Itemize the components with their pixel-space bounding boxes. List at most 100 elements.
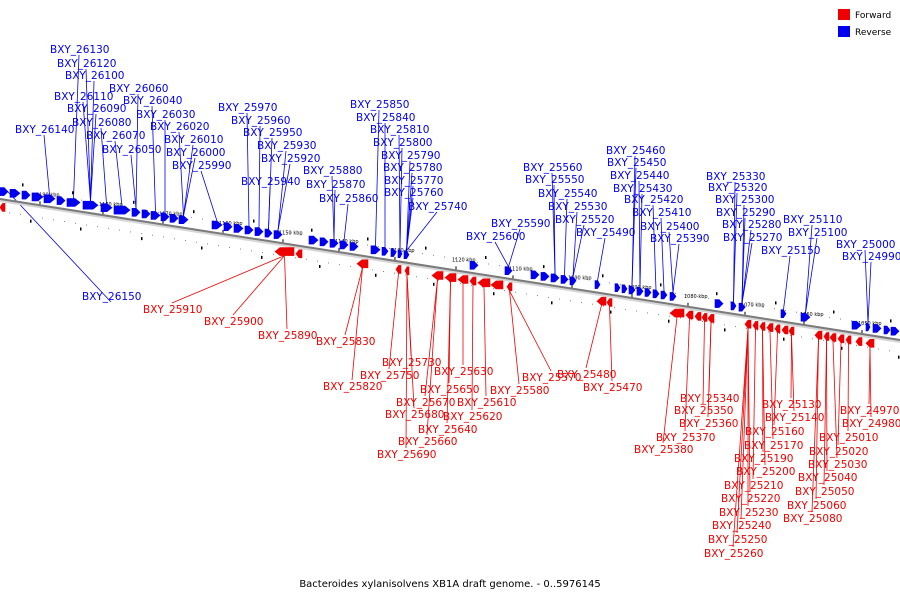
reverse-gene[interactable]: [308, 235, 319, 245]
reverse-gene-label[interactable]: BXY_25840: [356, 112, 415, 124]
reverse-gene[interactable]: [636, 286, 644, 296]
forward-gene-label[interactable]: BXY_25080: [783, 513, 842, 525]
reverse-gene-label[interactable]: BXY_26020: [150, 121, 209, 133]
reverse-gene[interactable]: [56, 196, 66, 205]
reverse-gene[interactable]: [113, 205, 131, 215]
reverse-gene[interactable]: [82, 200, 99, 210]
reverse-gene-label[interactable]: BXY_25790: [381, 150, 440, 162]
reverse-gene-label[interactable]: BXY_25410: [632, 207, 691, 219]
reverse-gene-label[interactable]: BXY_26000: [166, 147, 225, 159]
forward-gene-label[interactable]: BXY_25610: [457, 397, 516, 409]
reverse-gene-label[interactable]: BXY_26050: [102, 144, 161, 156]
reverse-gene[interactable]: [714, 299, 724, 308]
forward-gene-label[interactable]: BXY_25830: [316, 336, 375, 348]
forward-gene-label[interactable]: BXY_25730: [382, 357, 441, 369]
reverse-gene[interactable]: [865, 322, 871, 332]
reverse-gene-label[interactable]: BXY_26090: [67, 103, 126, 115]
reverse-gene[interactable]: [540, 272, 550, 281]
reverse-gene[interactable]: [223, 222, 233, 231]
reverse-gene[interactable]: [43, 194, 56, 204]
reverse-gene-label[interactable]: BXY_25440: [610, 170, 669, 182]
forward-gene-label[interactable]: BXY_25030: [808, 459, 867, 471]
reverse-gene-label[interactable]: BXY_25970: [218, 102, 277, 114]
forward-gene[interactable]: [694, 312, 702, 321]
forward-gene[interactable]: [431, 271, 444, 280]
forward-gene[interactable]: [606, 298, 613, 307]
reverse-gene[interactable]: [319, 237, 329, 247]
forward-gene-label[interactable]: BXY_25220: [721, 493, 780, 505]
forward-gene[interactable]: [701, 313, 708, 322]
reverse-gene[interactable]: [150, 211, 161, 220]
reverse-gene-label[interactable]: BXY_26080: [72, 117, 131, 129]
forward-gene[interactable]: [759, 322, 766, 331]
forward-gene-label[interactable]: BXY_25020: [809, 446, 868, 458]
reverse-gene[interactable]: [66, 198, 81, 207]
forward-gene[interactable]: [596, 296, 607, 306]
forward-gene[interactable]: [669, 308, 685, 318]
reverse-gene[interactable]: [160, 212, 170, 222]
reverse-gene-label[interactable]: BXY_25110: [783, 214, 842, 226]
reverse-gene-label[interactable]: BXY_25550: [525, 174, 584, 186]
reverse-gene-label[interactable]: BXY_25590: [491, 218, 550, 230]
reverse-gene-label[interactable]: BXY_25920: [261, 153, 320, 165]
forward-gene[interactable]: [490, 280, 504, 290]
reverse-gene[interactable]: [397, 249, 403, 259]
reverse-gene-label[interactable]: BXY_25420: [624, 194, 683, 206]
reverse-gene-label[interactable]: BXY_25460: [606, 145, 665, 157]
forward-gene-label[interactable]: BXY_25040: [798, 472, 857, 484]
forward-gene[interactable]: [469, 276, 477, 286]
reverse-gene-label[interactable]: BXY_25280: [722, 219, 781, 231]
forward-gene-label[interactable]: BXY_25140: [765, 412, 824, 424]
forward-gene-label[interactable]: BXY_25470: [583, 382, 642, 394]
reverse-gene[interactable]: [244, 225, 254, 235]
forward-gene[interactable]: [814, 330, 823, 340]
forward-gene[interactable]: [837, 334, 845, 344]
reverse-gene-label[interactable]: BXY_25270: [723, 232, 782, 244]
reverse-gene[interactable]: [178, 215, 189, 224]
reverse-gene[interactable]: [872, 324, 882, 333]
forward-gene[interactable]: [781, 325, 789, 335]
reverse-gene[interactable]: [504, 266, 513, 276]
forward-gene-label[interactable]: BXY_25210: [724, 480, 783, 492]
forward-gene-label[interactable]: BXY_25480: [557, 369, 616, 381]
reverse-gene-label[interactable]: BXY_25390: [650, 233, 709, 245]
reverse-gene-label[interactable]: BXY_26040: [123, 95, 182, 107]
reverse-gene[interactable]: [264, 228, 273, 238]
forward-gene-label[interactable]: BXY_25050: [795, 486, 854, 498]
reverse-gene[interactable]: [21, 190, 31, 200]
reverse-gene[interactable]: [628, 285, 636, 295]
reverse-gene[interactable]: [370, 245, 381, 255]
reverse-gene[interactable]: [883, 325, 891, 335]
reverse-gene-label[interactable]: BXY_25760: [384, 187, 443, 199]
reverse-gene[interactable]: [730, 301, 737, 311]
reverse-gene-label[interactable]: BXY_25880: [303, 165, 362, 177]
reverse-gene-label[interactable]: BXY_26120: [57, 58, 116, 70]
reverse-gene-label[interactable]: BXY_25530: [548, 201, 607, 213]
reverse-gene[interactable]: [31, 192, 44, 202]
forward-gene-label[interactable]: BXY_25630: [434, 366, 493, 378]
forward-gene-label[interactable]: BXY_25260: [704, 548, 763, 560]
reverse-gene[interactable]: [621, 284, 628, 294]
forward-gene-label[interactable]: BXY_25240: [712, 520, 771, 532]
reverse-gene-label[interactable]: BXY_25490: [576, 227, 635, 239]
forward-gene-label[interactable]: BXY_25640: [418, 424, 477, 436]
reverse-gene[interactable]: [339, 240, 349, 250]
reverse-gene[interactable]: [9, 189, 21, 198]
forward-gene-label[interactable]: BXY_25350: [674, 405, 733, 417]
forward-gene-label[interactable]: BXY_25250: [708, 534, 767, 546]
reverse-gene-label[interactable]: BXY_25540: [538, 188, 597, 200]
reverse-gene[interactable]: [273, 230, 283, 239]
reverse-gene[interactable]: [469, 260, 479, 270]
reverse-gene[interactable]: [890, 326, 900, 336]
forward-gene-label[interactable]: BXY_25170: [744, 440, 803, 452]
forward-gene[interactable]: [829, 333, 837, 342]
reverse-gene[interactable]: [569, 276, 577, 286]
reverse-gene-label[interactable]: BXY_25770: [384, 175, 443, 187]
reverse-gene-label[interactable]: BXY_25320: [708, 182, 767, 194]
reverse-gene[interactable]: [254, 227, 264, 236]
reverse-gene-label[interactable]: BXY_25870: [306, 179, 365, 191]
forward-gene-label[interactable]: BXY_25910: [143, 304, 202, 316]
reverse-gene[interactable]: [614, 283, 621, 293]
forward-gene[interactable]: [774, 324, 781, 334]
forward-gene-label[interactable]: BXY_25750: [360, 370, 419, 382]
